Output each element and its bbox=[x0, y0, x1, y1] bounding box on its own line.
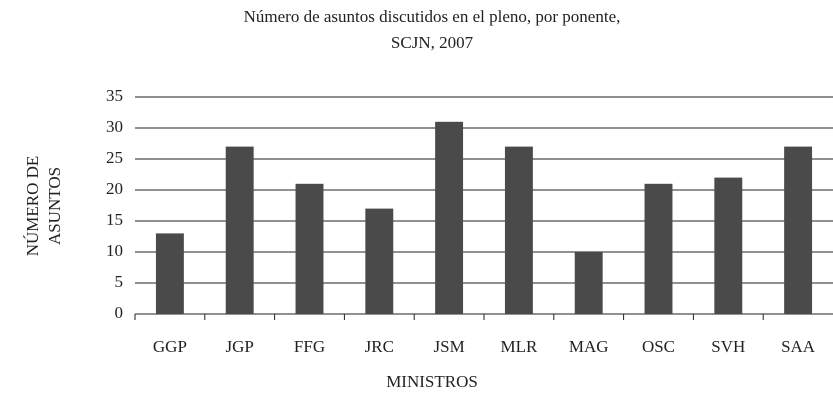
y-tick-label: 0 bbox=[115, 303, 124, 322]
bar bbox=[365, 208, 394, 314]
x-tick-label: GGP bbox=[153, 337, 187, 356]
x-tick-label: MLR bbox=[500, 337, 538, 356]
bar bbox=[574, 252, 603, 314]
y-tick-label: 30 bbox=[106, 117, 123, 136]
x-tick-label: OSC bbox=[642, 337, 675, 356]
x-tick-label: JGP bbox=[226, 337, 254, 356]
y-axis-label-line: ASUNTOS bbox=[45, 167, 64, 245]
bar bbox=[225, 146, 254, 314]
chart-title: SCJN, 2007 bbox=[391, 33, 474, 52]
y-tick-label: 35 bbox=[106, 86, 123, 105]
x-tick-label: SVH bbox=[711, 337, 745, 356]
y-axis-label: NÚMERO DE ASUNTOS bbox=[23, 156, 64, 257]
y-tick-label: 20 bbox=[106, 179, 123, 198]
bar bbox=[295, 183, 324, 314]
bar bbox=[644, 183, 673, 314]
y-tick-label: 25 bbox=[106, 148, 123, 167]
y-axis-label-line: NÚMERO DE bbox=[23, 156, 42, 257]
bar bbox=[435, 121, 464, 314]
y-tick-label: 10 bbox=[106, 241, 123, 260]
y-tick-label: 15 bbox=[106, 210, 123, 229]
x-tick-label: MAG bbox=[569, 337, 609, 356]
x-axis-label: MINISTROS bbox=[386, 372, 478, 391]
y-tick-label: 5 bbox=[115, 272, 124, 291]
x-tick-label: FFG bbox=[294, 337, 325, 356]
bar bbox=[155, 233, 184, 314]
bar bbox=[504, 146, 533, 314]
bar bbox=[714, 177, 743, 314]
x-tick-label: JSM bbox=[434, 337, 465, 356]
bar bbox=[784, 146, 813, 314]
chart-title: Número de asuntos discutidos en el pleno… bbox=[244, 7, 621, 26]
x-tick-label: JRC bbox=[365, 337, 394, 356]
x-tick-label: SAA bbox=[781, 337, 816, 356]
